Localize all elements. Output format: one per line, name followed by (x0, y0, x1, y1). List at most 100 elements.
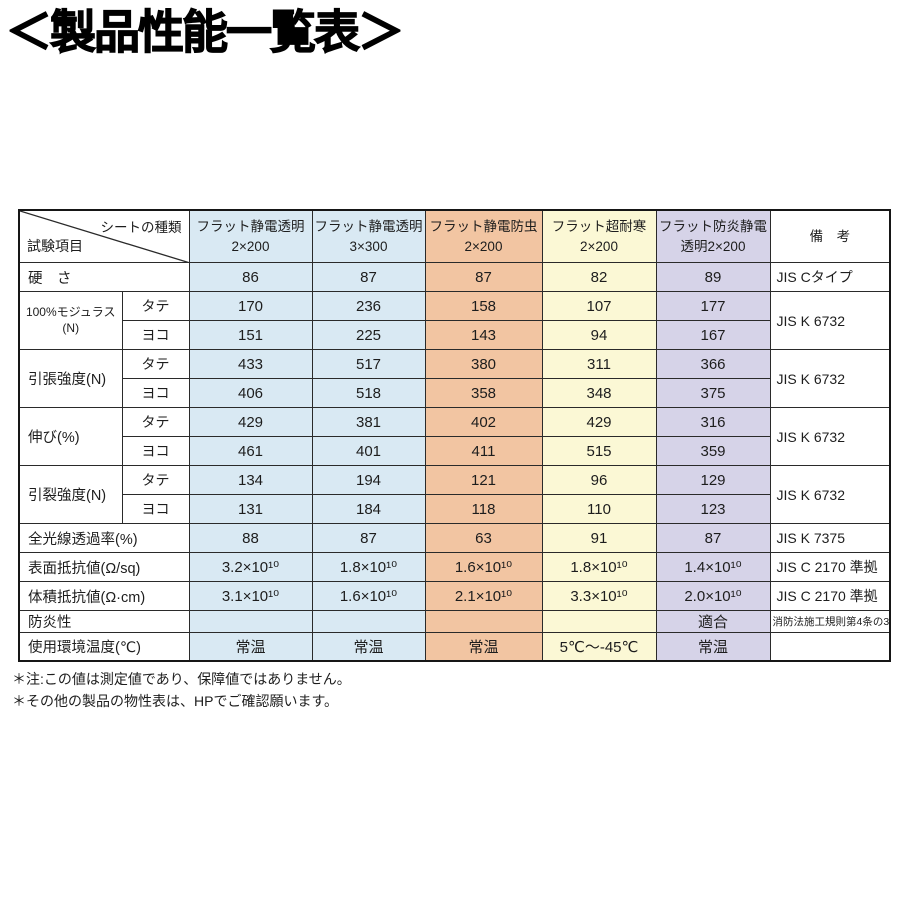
table-row: 防炎性 適合 消防法施工規則第4条の3 (18, 610, 891, 634)
value-cell: 411 (424, 436, 543, 467)
row-label-hardness: 硬 さ (18, 262, 190, 293)
remark-cell: JIS K 6732 (769, 465, 891, 525)
value-cell: 3.1×10¹⁰ (188, 581, 313, 612)
value-cell: 170 (188, 291, 313, 322)
value-cell: 381 (311, 407, 426, 438)
value-cell: 96 (541, 465, 657, 496)
direction-label: タテ (121, 407, 190, 438)
col-header-flat-seiden-bochu-2x200: フラット静電防虫 2×200 (424, 209, 543, 264)
table-row: 体積抵抗値(Ω·cm) 3.1×10¹⁰ 1.6×10¹⁰ 2.1×10¹⁰ 3… (18, 581, 891, 612)
value-cell: 225 (311, 320, 426, 351)
remark-cell: JIS K 7375 (769, 523, 891, 554)
table-row: ヨコ 406 518 358 348 375 (19, 378, 890, 409)
value-cell: 380 (424, 349, 543, 380)
value-cell: 63 (424, 523, 543, 554)
direction-label: タテ (121, 465, 190, 496)
table-row: 100%モジュラス (N) タテ 170 236 158 107 177 JIS… (18, 291, 891, 351)
value-cell: 1.6×10¹⁰ (311, 581, 426, 612)
value-cell: 121 (424, 465, 543, 496)
value-cell: 167 (655, 320, 771, 351)
row-label-line: (N) (62, 320, 80, 335)
value-cell: 143 (424, 320, 543, 351)
direction-label: ヨコ (121, 378, 190, 409)
value-cell: 402 (424, 407, 543, 438)
column-header-line: フラット静電透明 (196, 219, 305, 235)
value-cell: 87 (424, 262, 543, 293)
value-cell: 87 (655, 523, 771, 554)
remark-cell: JIS K 6732 (769, 349, 891, 409)
value-cell: 1.8×10¹⁰ (311, 552, 426, 583)
remark-cell: JIS K 6732 (769, 291, 891, 351)
corner-cell: シートの種類 試験項目 (18, 209, 190, 264)
value-cell: 1.8×10¹⁰ (541, 552, 657, 583)
value-cell: 194 (311, 465, 426, 496)
column-header-line: フラット防炎静電 (659, 219, 767, 235)
column-header-line: 2×200 (580, 238, 618, 254)
table-row: 全光線透過率(%) 88 87 63 91 87 JIS K 7375 (18, 523, 891, 554)
value-cell: 401 (311, 436, 426, 467)
value-cell: 177 (655, 291, 771, 322)
table-row: 引裂強度(N) タテ 134 194 121 96 129 JIS K 6732 (18, 465, 891, 525)
performance-table: シートの種類 試験項目 フラット静電透明 2×200 フラット静電透明 3×30… (18, 208, 892, 662)
value-cell: 129 (655, 465, 771, 496)
value-cell (311, 610, 426, 634)
value-cell: 366 (655, 349, 771, 380)
value-cell: 94 (541, 320, 657, 351)
value-cell: 87 (311, 262, 426, 293)
column-header-line: 透明2×200 (680, 238, 746, 254)
col-header-flat-seiden-tomei-3x300: フラット静電透明 3×300 (311, 209, 426, 264)
value-cell: 89 (655, 262, 771, 293)
value-cell: 348 (541, 378, 657, 409)
value-cell: 358 (424, 378, 543, 409)
footnote-measured-values: ＊注:この値は測定値であり、保障値ではありません。 (12, 670, 351, 687)
value-cell: 151 (188, 320, 313, 351)
value-cell: 86 (188, 262, 313, 293)
value-cell: 184 (311, 494, 426, 525)
value-cell: 5℃～-45℃ (541, 632, 657, 662)
value-cell: 適合 (655, 610, 771, 634)
value-cell: 406 (188, 378, 313, 409)
row-label-modulus: 100%モジュラス (N) (18, 291, 123, 351)
remark-cell: JIS Cタイプ (769, 262, 891, 293)
row-label-tear-strength: 引裂強度(N) (18, 465, 123, 525)
direction-label: タテ (121, 291, 190, 322)
value-cell: 429 (188, 407, 313, 438)
direction-label: タテ (121, 349, 190, 380)
remark-cell: JIS K 6732 (769, 407, 891, 467)
value-cell: 110 (541, 494, 657, 525)
value-cell: 131 (188, 494, 313, 525)
table-row: ヨコ 461 401 411 515 359 (19, 436, 890, 467)
value-cell: 常温 (188, 632, 313, 662)
value-cell: 515 (541, 436, 657, 467)
value-cell: 359 (655, 436, 771, 467)
header-row: シートの種類 試験項目 フラット静電透明 2×200 フラット静電透明 3×30… (18, 209, 891, 264)
value-cell: 107 (541, 291, 657, 322)
table-row: 伸び(%) タテ 429 381 402 429 316 JIS K 6732 (18, 407, 891, 467)
direction-label: ヨコ (121, 494, 190, 525)
column-header-line: 2×200 (464, 238, 503, 254)
row-label-volume-resistance: 体積抵抗値(Ω·cm) (18, 581, 190, 612)
row-label-elongation: 伸び(%) (18, 407, 123, 467)
footnote-other-products: ＊その他の製品の物性表は、HPでご確認願います。 (12, 692, 339, 709)
value-cell: 518 (311, 378, 426, 409)
footnotes: ＊注:この値は測定値であり、保障値ではありません。 ＊その他の製品の物性表は、H… (12, 669, 900, 712)
value-cell: 常温 (655, 632, 771, 662)
row-label-operating-temperature: 使用環境温度(℃) (18, 632, 190, 662)
value-cell: 375 (655, 378, 771, 409)
col-header-flat-seiden-tomei-2x200: フラット静電透明 2×200 (188, 209, 313, 264)
value-cell: 134 (188, 465, 313, 496)
table-row: ヨコ 151 225 143 94 167 (19, 320, 890, 351)
value-cell: 517 (311, 349, 426, 380)
column-header-line: 3×300 (349, 238, 388, 254)
value-cell: 1.6×10¹⁰ (424, 552, 543, 583)
value-cell: 311 (541, 349, 657, 380)
table-row: 引張強度(N) タテ 433 517 380 311 366 JIS K 673… (18, 349, 891, 409)
value-cell: 316 (655, 407, 771, 438)
sheet-type-header: シートの種類 (100, 219, 182, 235)
value-cell: 236 (311, 291, 426, 322)
value-cell: 91 (541, 523, 657, 554)
value-cell: 2.1×10¹⁰ (424, 581, 543, 612)
value-cell (541, 610, 657, 634)
value-cell: 118 (424, 494, 543, 525)
remark-cell: 消防法施工規則第4条の3 (769, 610, 891, 634)
